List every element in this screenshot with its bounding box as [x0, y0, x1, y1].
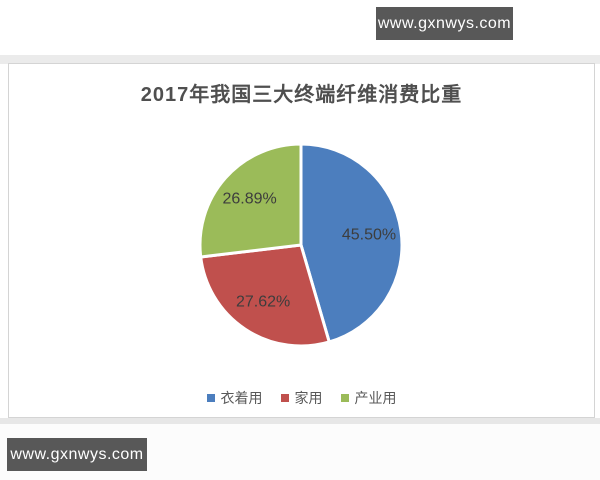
watermark-bottom: www.gxnwys.com — [7, 438, 147, 471]
watermark-top: www.gxnwys.com — [376, 7, 513, 40]
pie-slice-2 — [199, 243, 331, 348]
pie-slice-label: 26.89% — [222, 191, 276, 208]
legend-item-industrial: 产业用 — [340, 388, 397, 408]
legend-swatch — [280, 394, 289, 402]
chart-title: 2017年我国三大终端纤维消费比重 — [140, 84, 463, 106]
chart-legend: 衣着用 家用 产业用 — [9, 388, 594, 408]
pie-slice-label: 45.50% — [342, 227, 396, 244]
legend-label: 衣着用 — [220, 390, 263, 406]
chart-panel: 45.50% 27.62% 26.89% 2017年我国三大终端纤维消费比重 衣着用… — [8, 63, 595, 418]
pie-slice-label: 27.62% — [236, 294, 290, 311]
watermark-top-text: www.gxnwys.com — [377, 14, 512, 32]
legend-swatch — [340, 394, 349, 402]
pie-chart: 45.50% 27.62% 26.89% — [198, 142, 404, 348]
pie-slice-1 — [299, 142, 404, 344]
legend-item-clothing: 衣着用 — [206, 388, 263, 408]
legend-label: 家用 — [294, 390, 323, 406]
legend-item-household: 家用 — [280, 388, 323, 408]
legend-label: 产业用 — [354, 390, 397, 406]
pie-slice-3 — [198, 142, 303, 259]
watermark-bottom-text: www.gxnwys.com — [10, 445, 144, 463]
top-divider-band — [0, 55, 600, 64]
legend-swatch — [206, 394, 215, 402]
